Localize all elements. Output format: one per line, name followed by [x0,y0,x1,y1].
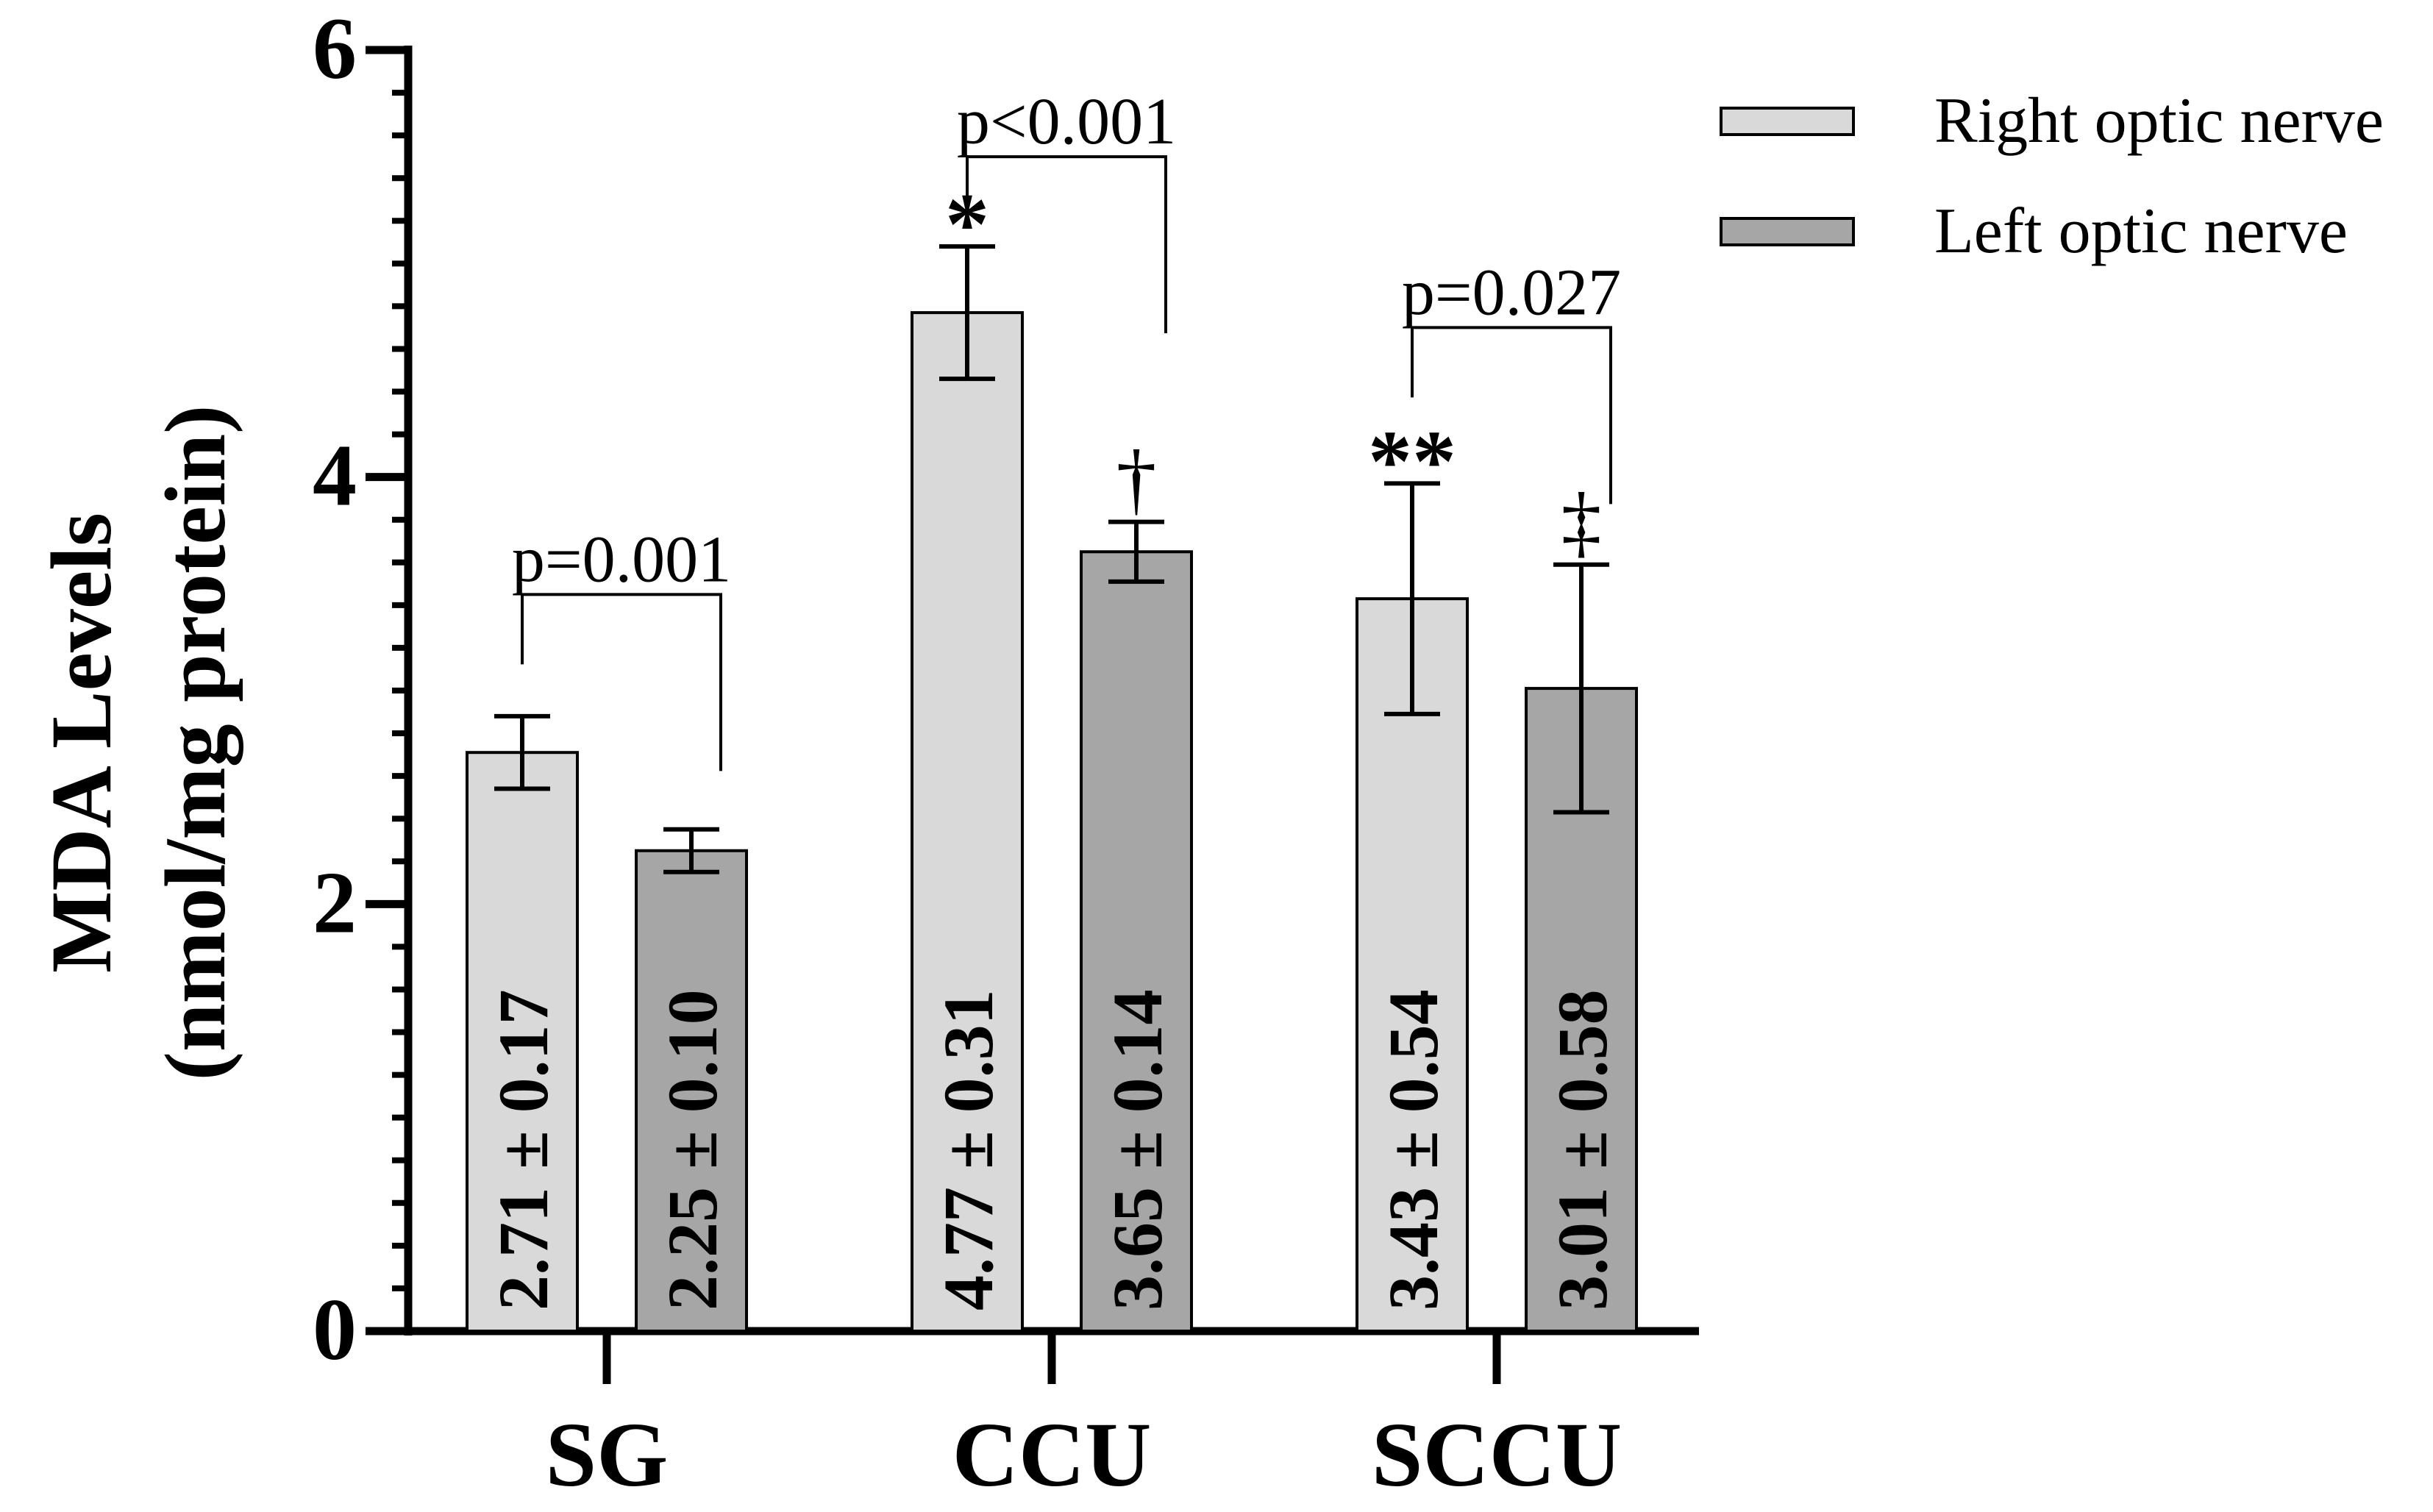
bar [911,311,1024,1333]
y-tick-label: 4 [313,427,357,524]
bar [1356,597,1469,1333]
bar-value-label: 3.01 ± 0.58 [1543,989,1622,1310]
bar [635,849,748,1333]
comparison-bracket [966,155,1167,334]
bar [1080,550,1193,1333]
error-bars [494,244,1609,874]
x-tick-label: SG [546,1405,669,1506]
significance-marker: ‡ [1561,477,1602,566]
legend-label: Right optic nerve [1934,85,2384,157]
p-value-label: p=0.027 [1402,256,1621,329]
bar [466,751,579,1333]
comparison-bracket [1411,326,1612,504]
axes: 0 2 4 6 SG CCU SCCU [313,0,1699,1506]
y-axis-label-line1: MDA Levels [33,513,129,973]
y-tick-label: 2 [313,853,357,951]
legend-label: Left optic nerve [1934,196,2348,267]
bar-value-label: 2.71 ± 0.17 [484,989,563,1310]
p-value-label: p=0.001 [512,523,731,596]
p-value-label: p<0.001 [957,85,1176,158]
legend-swatch [1720,107,1855,136]
comparison-bracket [521,593,722,771]
bar-value-label: 4.77 ± 0.31 [929,989,1008,1310]
legend: Right optic nerve Left optic nerve [1720,85,2384,267]
bar-value-label: 3.43 ± 0.54 [1374,989,1453,1310]
significance-marker: ** [1368,412,1456,510]
x-tick-label: SCCU [1372,1405,1622,1506]
x-tick-label: CCU [952,1405,1152,1506]
y-axis-label-line2: (nmol/mg protein) [147,405,243,1081]
bar-value-label: 2.25 ± 0.10 [653,989,732,1310]
bars: 2.71 ± 0.17 4.77 ± 0.31 3.43 ± 0.54 2.25 ± … [466,311,1638,1333]
legend-swatch [1720,217,1855,246]
significance-marker: † [1116,434,1157,524]
bar-value-label: 3.65 ± 0.14 [1098,989,1177,1310]
y-tick-label: 0 [313,1280,357,1378]
y-tick-label: 6 [313,0,357,97]
